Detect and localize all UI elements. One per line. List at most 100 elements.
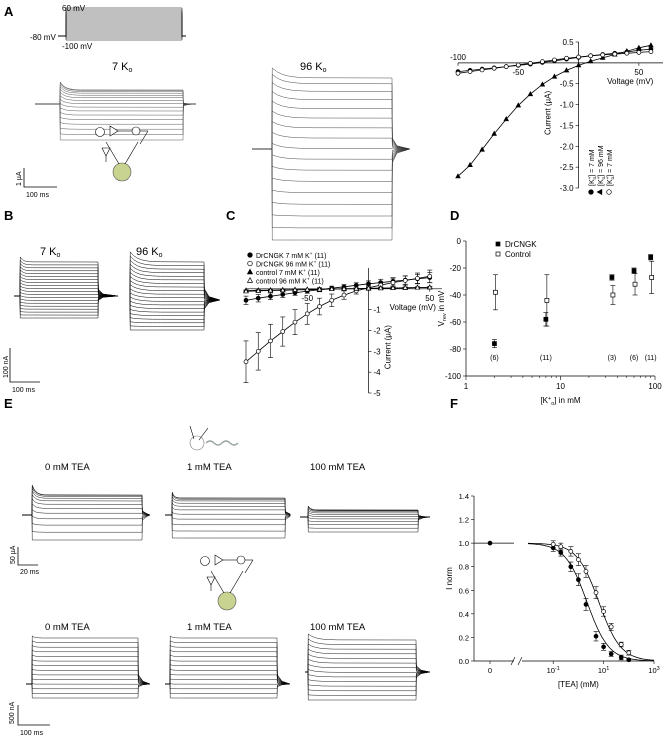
- data-point: [539, 81, 546, 87]
- data-point: [601, 609, 606, 614]
- axis-break: [510, 656, 516, 666]
- current-trace: [305, 671, 431, 696]
- legend-entry-symbol: [246, 268, 254, 275]
- current-trace: [165, 673, 291, 685]
- y-tick-label: 1.2: [459, 516, 469, 525]
- scale-bar-e-top: 50 µA 20 ms: [10, 545, 40, 576]
- legend-entry-symbol: [247, 260, 253, 267]
- panel-label-e: E: [4, 396, 13, 411]
- oocyte-mrna-schematic: [189, 425, 239, 451]
- data-point: [558, 550, 564, 555]
- x-tick-label: 0: [488, 666, 492, 675]
- y-axis-label: Current (µA): [544, 90, 553, 135]
- protocol-step: [58, 13, 186, 37]
- current-trace: [14, 295, 119, 313]
- current-trace: [165, 669, 291, 685]
- legend: [K+o] = 7 mM[K+o] = 96 mM[K+o] = 7 mM: [588, 145, 616, 196]
- data-point: [576, 54, 581, 60]
- current-trace: [165, 645, 291, 685]
- x-tick-label: 50: [425, 294, 434, 303]
- current-trace: [252, 148, 411, 241]
- current-trace: [165, 502, 291, 516]
- protocol-step: [58, 17, 186, 37]
- panel-label-b: B: [4, 208, 13, 223]
- data-point: [427, 273, 433, 279]
- data-point: [317, 304, 322, 309]
- legend-entry: DrCNGK 96 mM K+ (11): [256, 261, 330, 269]
- current-trace: [252, 148, 411, 160]
- data-point: [341, 292, 347, 298]
- data-point: [292, 319, 298, 325]
- x-tick-label: 1: [464, 382, 469, 391]
- trace-e-bottom-100mm: [305, 633, 431, 701]
- current-trace: [252, 132, 411, 150]
- data-point: [479, 146, 485, 152]
- legend-entry: [K+o] = 7 mM: [588, 149, 598, 186]
- panel-b-traces: 7 Ko 96 Ko 100 nA 100 ms: [3, 246, 221, 394]
- legend-drcngk: DrCNGK: [505, 240, 537, 249]
- current-trace: [252, 82, 411, 150]
- data-point: [612, 51, 618, 57]
- data-point: [626, 650, 632, 656]
- data-point: [648, 42, 654, 48]
- current-trace: [22, 509, 151, 516]
- data-point: [467, 69, 473, 74]
- legend-entry: control 96 mM K+ (11): [256, 278, 324, 286]
- data-point: [243, 359, 249, 365]
- data-point: [304, 311, 310, 317]
- data-point: [377, 285, 384, 291]
- panel-label-d: D: [450, 208, 459, 223]
- scale-e-bottom-x: 100 ms: [20, 730, 43, 737]
- current-trace: [129, 267, 221, 301]
- legend-entry-symbol: [247, 252, 253, 258]
- y-axis-label: Current (µA): [384, 325, 393, 370]
- x-axis-label: [TEA] (mM): [558, 680, 599, 689]
- trace-7ko: [35, 81, 197, 141]
- trace-e-top-100mm: [300, 505, 431, 533]
- data-point: [575, 62, 582, 68]
- axis-break: [517, 656, 523, 666]
- scale-b-y: 100 nA: [3, 355, 10, 378]
- data-point: [426, 284, 433, 290]
- y-tick-label: -80: [449, 345, 461, 354]
- current-trace: [22, 514, 151, 533]
- y-tick-label: 0.6: [459, 586, 469, 595]
- current-trace: [300, 516, 431, 520]
- current-trace: [26, 683, 151, 699]
- current-trace: [129, 299, 221, 306]
- data-point: [600, 52, 606, 58]
- data-point: [649, 275, 655, 280]
- legend-entry-symbol: [606, 189, 612, 195]
- scale-b-x: 100 ms: [12, 387, 35, 394]
- y-tick-label: 1.4: [459, 492, 469, 501]
- zero-point: [487, 540, 493, 546]
- current-trace: [129, 271, 221, 301]
- data-point: [365, 285, 372, 291]
- current-trace: [165, 683, 291, 690]
- protocol-hold-label: -80 mV: [30, 33, 56, 42]
- data-point: [316, 286, 323, 292]
- cell-schematic-e: [200, 554, 254, 611]
- data-point: [292, 286, 298, 292]
- y-tick-label: 0.0: [459, 657, 469, 666]
- current-trace: [252, 100, 411, 150]
- current-trace: [165, 494, 291, 516]
- y-tick-label: -20: [449, 264, 461, 273]
- cell-schematic-a: [95, 125, 149, 182]
- data-point: [608, 624, 614, 630]
- y-axis-label: Vrev in mV: [437, 290, 448, 326]
- data-point: [636, 44, 642, 50]
- legend-entry: [K+o] = 7 mM: [606, 149, 616, 186]
- y-tick-label: -1.5: [560, 121, 574, 130]
- label-96ko: 96 Ko: [300, 61, 327, 74]
- data-point: [631, 268, 637, 274]
- x-tick-label: -50: [513, 68, 525, 77]
- data-point: [576, 557, 581, 562]
- protocol-steps: [58, 7, 186, 41]
- current-trace: [129, 292, 221, 301]
- data-point: [609, 275, 615, 280]
- data-point: [608, 651, 614, 657]
- data-point: [243, 288, 249, 294]
- current-trace: [165, 506, 291, 516]
